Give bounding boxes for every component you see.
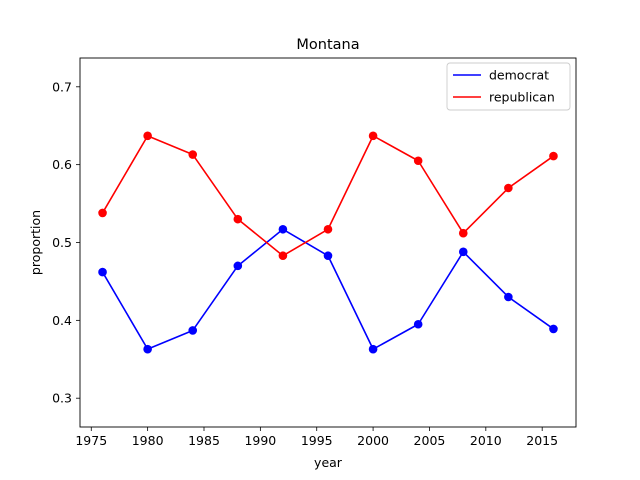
x-tick-label: 1980 — [132, 433, 164, 448]
data-point-democrat — [323, 251, 333, 261]
legend-label-democrat: democrat — [489, 68, 549, 83]
chart-title: Montana — [296, 37, 359, 53]
y-tick-label: 0.5 — [52, 235, 72, 250]
x-axis-label: year — [314, 455, 343, 470]
y-tick-label: 0.3 — [52, 391, 72, 406]
plot-frame — [79, 57, 577, 428]
series-line-democrat — [101, 228, 554, 350]
data-point-democrat — [233, 261, 243, 271]
data-point-republican — [323, 224, 333, 234]
data-point-democrat — [549, 324, 558, 334]
data-point-republican — [413, 156, 423, 166]
x-tick-label: 2005 — [414, 433, 446, 448]
data-point-republican — [458, 228, 468, 238]
data-point-democrat — [143, 344, 152, 354]
data-point-republican — [549, 151, 558, 161]
legend-label-republican: republican — [489, 90, 555, 105]
x-tick-label: 1975 — [75, 433, 107, 448]
data-point-democrat — [188, 326, 198, 335]
x-tick-label: 2015 — [526, 433, 558, 448]
data-point-republican — [188, 150, 198, 159]
data-point-democrat — [98, 267, 107, 277]
data-point-republican — [98, 208, 107, 218]
data-point-democrat — [504, 292, 513, 302]
y-tick-label: 0.7 — [52, 79, 72, 94]
data-point-republican — [504, 183, 513, 193]
data-point-democrat — [278, 224, 288, 234]
x-tick-label: 1995 — [301, 433, 333, 448]
x-axis: 1975 1980 1985 1990 1995 2000 2005 2010 2015 — [75, 427, 558, 448]
plot-area — [79, 57, 577, 428]
series-line-republican — [101, 135, 554, 257]
x-tick-label: 1990 — [244, 433, 276, 448]
x-tick-label: 1985 — [188, 433, 220, 448]
y-axis: 0.3 0.4 0.5 0.6 0.7 — [52, 79, 80, 406]
x-tick-label: 2000 — [357, 433, 389, 448]
y-axis-label: proportion — [28, 210, 43, 275]
y-tick-label: 0.6 — [52, 157, 72, 172]
data-point-republican — [278, 251, 288, 261]
data-point-republican — [368, 131, 378, 141]
data-point-democrat — [368, 344, 378, 354]
data-point-democrat — [458, 247, 468, 257]
x-tick-label: 2010 — [470, 433, 502, 448]
data-point-democrat — [413, 319, 423, 329]
legend: democrat republican — [446, 62, 571, 111]
data-point-republican — [233, 214, 243, 224]
data-point-republican — [143, 131, 152, 141]
y-tick-label: 0.4 — [52, 313, 72, 328]
